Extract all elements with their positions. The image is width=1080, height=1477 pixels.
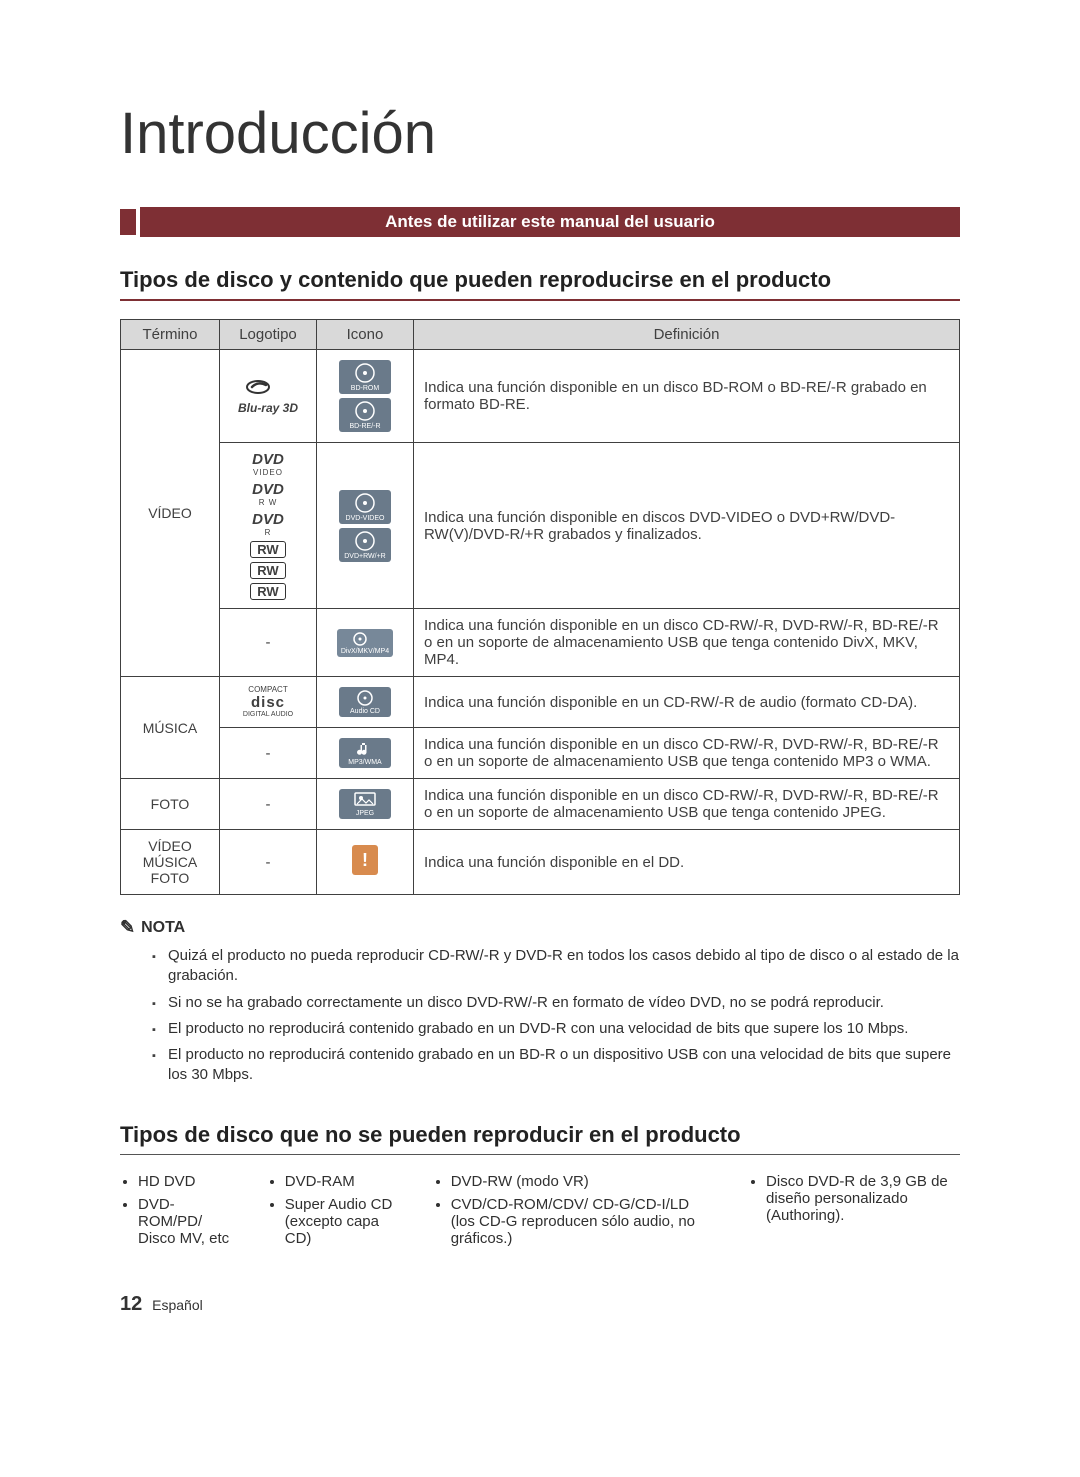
icon-bd: BD-ROM BD-RE/-R <box>317 350 414 443</box>
music-note-icon <box>354 740 376 758</box>
term-video: VÍDEO <box>121 350 220 677</box>
note-item: El producto no reproducirá contenido gra… <box>152 1019 960 1039</box>
note-block: ✎ NOTA Quizá el producto no pueda reprod… <box>120 917 960 1086</box>
page-footer: 12 Español <box>120 1293 960 1316</box>
col-termino: Término <box>121 320 220 350</box>
pencil-icon: ✎ <box>120 917 135 938</box>
table-row: FOTO - JPEG Indica una función disponibl… <box>121 779 960 830</box>
icon-jpeg: JPEG <box>317 779 414 830</box>
logo-dvd-group: DVDVIDEO DVDR W DVDR RW RW RW <box>220 443 317 609</box>
table-row: - DivX/MKV/MP4 Indica una función dispon… <box>121 609 960 677</box>
list-item: DVD-ROM/PD/ Disco MV, etc <box>138 1196 231 1247</box>
table-row: VÍDEO Blu-ray 3D BD-ROM <box>121 350 960 443</box>
list-item: DVD-RW (modo VR) <box>451 1173 712 1190</box>
list-item: DVD-RAM <box>285 1173 397 1190</box>
hdd-icon <box>352 845 378 875</box>
table-row: VÍDEO MÚSICA FOTO - Indica una función d… <box>121 830 960 895</box>
icon-hdd-cell <box>317 830 414 895</box>
list-item: HD DVD <box>138 1173 231 1190</box>
table-row: - MP3/WMA Indica una función disponible … <box>121 728 960 779</box>
logo-bluray: Blu-ray 3D <box>220 350 317 443</box>
logo-hdd-none: - <box>220 830 317 895</box>
def-divx: Indica una función disponible en un disc… <box>414 609 960 677</box>
list-item: Disco DVD-R de 3,9 GB de diseño personal… <box>766 1173 960 1224</box>
col-definicion: Definición <box>414 320 960 350</box>
subheading-types-supported: Tipos de disco y contenido que pueden re… <box>120 267 960 301</box>
logo-jpeg-none: - <box>220 779 317 830</box>
list-item: CVD/CD-ROM/CDV/ CD-G/CD-I/LD (los CD-G r… <box>451 1196 712 1247</box>
section-bar-label: Antes de utilizar este manual del usuari… <box>140 207 960 237</box>
page-title: Introducción <box>120 100 960 167</box>
note-label: NOTA <box>141 919 185 937</box>
icon-dvd: DVD-VIDEO DVD+RW/+R <box>317 443 414 609</box>
logo-divx-none: - <box>220 609 317 677</box>
bluray-3d-label: Blu-ray 3D <box>238 401 298 415</box>
table-row: DVDVIDEO DVDR W DVDR RW RW RW DVD-VIDEO <box>121 443 960 609</box>
col-icono: Icono <box>317 320 414 350</box>
term-musica: MÚSICA <box>121 677 220 779</box>
term-foto: FOTO <box>121 779 220 830</box>
page-number: 12 <box>120 1293 142 1315</box>
note-list: Quizá el producto no pueda reproducir CD… <box>120 946 960 1086</box>
picture-icon <box>352 791 378 809</box>
note-item: El producto no reproducirá contenido gra… <box>152 1045 960 1086</box>
def-hdd: Indica una función disponible en el DD. <box>414 830 960 895</box>
section-bar: Antes de utilizar este manual del usuari… <box>120 207 960 237</box>
note-item: Quizá el producto no pueda reproducir CD… <box>152 946 960 987</box>
table-row: MÚSICA COMPACT disc DIGITAL AUDIO Audio … <box>121 677 960 728</box>
term-combined: VÍDEO MÚSICA FOTO <box>121 830 220 895</box>
list-item: Super Audio CD (excepto capa CD) <box>285 1196 397 1247</box>
logo-cd: COMPACT disc DIGITAL AUDIO <box>220 677 317 728</box>
def-dvd: Indica una función disponible en discos … <box>414 443 960 609</box>
icon-audiocd: Audio CD <box>317 677 414 728</box>
icon-divx: DivX/MKV/MP4 <box>317 609 414 677</box>
def-mp3: Indica una función disponible en un disc… <box>414 728 960 779</box>
icon-mp3: MP3/WMA <box>317 728 414 779</box>
def-jpeg: Indica una función disponible en un disc… <box>414 779 960 830</box>
section-bar-accent <box>120 209 136 235</box>
unsupported-list: HD DVD DVD-ROM/PD/ Disco MV, etc DVD-RAM… <box>120 1171 960 1253</box>
col-logotipo: Logotipo <box>220 320 317 350</box>
page-language: Español <box>152 1297 203 1313</box>
def-bd: Indica una función disponible en un disc… <box>414 350 960 443</box>
note-item: Si no se ha grabado correctamente un dis… <box>152 993 960 1013</box>
def-audiocd: Indica una función disponible en un CD-R… <box>414 677 960 728</box>
subheading-types-unsupported: Tipos de disco que no se pueden reproduc… <box>120 1122 960 1155</box>
bluray-disc-icon <box>246 377 290 397</box>
logo-mp3-none: - <box>220 728 317 779</box>
disc-types-table: Término Logotipo Icono Definición VÍDEO … <box>120 319 960 895</box>
